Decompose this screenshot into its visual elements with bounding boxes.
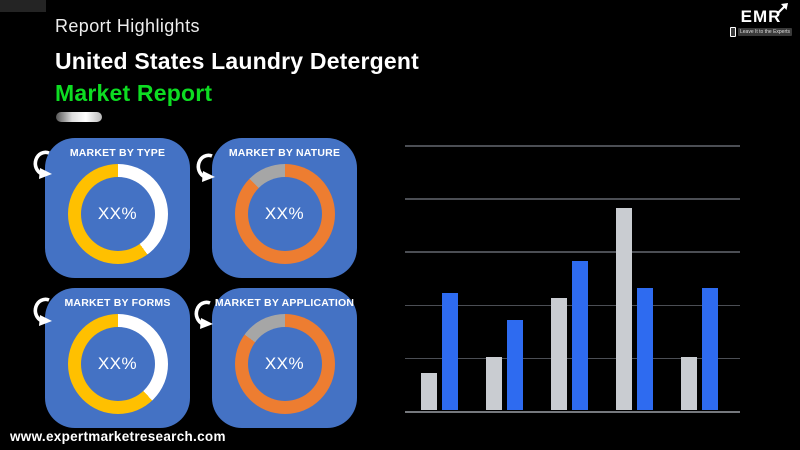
card-title: MARKET BY TYPE [69,147,166,159]
card-market-by-type: MARKET BY TYPE XX% [45,138,190,278]
bar-gray-series [551,298,567,410]
bar-group [681,144,718,410]
bar-gray-series [421,372,437,410]
loop-arrow-icon [33,150,52,179]
bar-group [486,144,523,410]
loop-arrow-icon [196,153,215,182]
donut-value-label: XX% [97,354,138,373]
bar-gray-series [681,356,697,410]
loop-arrow-icon [194,300,213,329]
emr-logo: EMR Leave It to the Experts [729,3,793,37]
page-subtitle: Market Report [55,80,213,106]
page-title: United States Laundry Detergent [55,48,420,74]
emr-logo-tagline: Leave It to the Experts [737,28,793,36]
bar-group [421,144,458,410]
chart-bars [405,144,740,410]
corner-accent-bar [0,0,46,12]
card-title: MARKET BY APPLICATION [214,297,355,309]
donut-value-label: XX% [97,204,138,223]
bar-gray-series [486,356,502,410]
card-market-by-application: MARKET BY APPLICATION XX% [212,288,357,428]
website-link[interactable]: www.expertmarketresearch.com [10,429,226,444]
card-title: MARKET BY FORMS [64,297,171,309]
emr-logo-text: EMR [740,7,782,26]
gridline [405,251,740,253]
gridline [405,411,740,413]
bar-blue-series [507,319,523,410]
loop-arrow-icon [33,297,52,326]
logo-growth-arrow-icon [776,3,789,15]
donut-value-label: XX% [264,204,305,223]
title-underline-pill [56,112,102,122]
bar-group [551,144,588,410]
bar-group [616,144,653,410]
card-market-by-nature: MARKET BY NATURE XX% [212,138,357,278]
bar-blue-series [702,287,718,410]
gridline [405,145,740,147]
donut-chart-nature: XX% [234,164,335,264]
card-market-by-forms: MARKET BY FORMS XX% [45,288,190,428]
donut-value-label: XX% [264,354,305,373]
logo-dot-icon [729,27,736,37]
segmentation-cards: MARKET BY TYPE XX% MARKET BY NATURE XX% … [45,138,357,428]
bar-blue-series [572,261,588,410]
bar-chart [405,144,740,413]
card-title: MARKET BY NATURE [228,147,341,159]
bar-blue-series [442,292,458,410]
bar-gray-series [616,207,632,410]
report-eyebrow: Report Highlights [55,16,200,36]
donut-chart-forms: XX% [67,314,168,414]
gridline [405,198,740,200]
bar-blue-series [637,287,653,410]
donut-chart-type: XX% [67,164,168,264]
donut-chart-application: XX% [234,314,335,414]
